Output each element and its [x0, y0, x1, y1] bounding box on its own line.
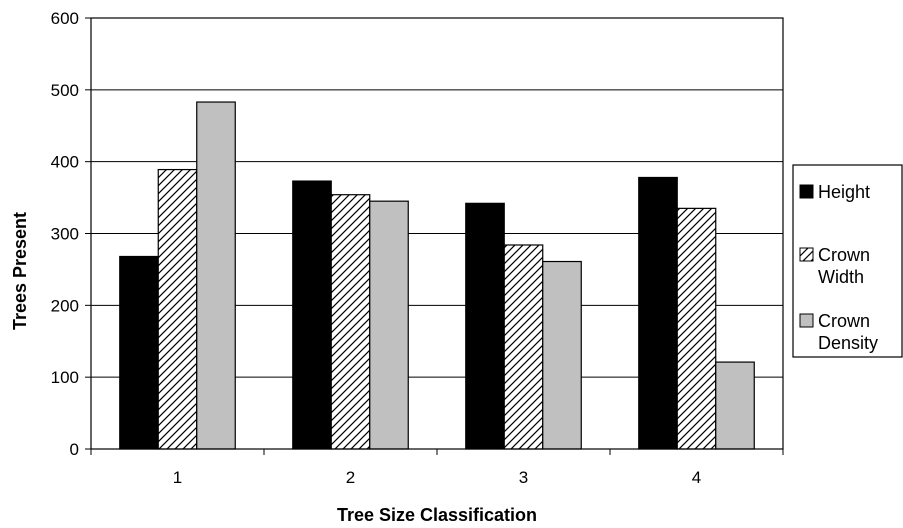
bar-height-1 — [119, 255, 159, 450]
legend-label: Density — [818, 333, 878, 353]
bar-crown-density-1 — [196, 101, 236, 450]
y-tick-label: 400 — [51, 153, 79, 172]
bar-crown-width-4 — [676, 207, 717, 450]
legend-swatch — [799, 184, 814, 199]
x-tick-label: 3 — [519, 468, 528, 487]
x-tick-label: 2 — [346, 468, 355, 487]
y-tick-label: 600 — [51, 9, 79, 28]
y-tick-label: 0 — [70, 440, 79, 459]
y-tick-labels: 0 100 200 300 400 500 600 — [51, 9, 79, 459]
legend-label: Height — [818, 182, 870, 202]
bar-crown-density-3 — [542, 260, 582, 450]
x-axis-title: Tree Size Classification — [337, 505, 537, 525]
y-tick-label: 500 — [51, 81, 79, 100]
bar-crown-density-4 — [715, 361, 755, 450]
x-tick-labels: 1 2 3 4 — [173, 468, 701, 487]
axes — [85, 17, 784, 455]
plot-frame — [90, 17, 784, 450]
y-tick-label: 300 — [51, 225, 79, 244]
bar-crown-density-2 — [369, 200, 409, 450]
x-tick-label: 4 — [692, 468, 701, 487]
legend-swatch — [799, 247, 814, 262]
legend-label: Crown — [818, 311, 870, 331]
bar-crown-width-3 — [503, 244, 544, 450]
legend-label: Width — [818, 267, 864, 287]
bar-height-3 — [465, 202, 505, 450]
bar-crown-width-2 — [330, 194, 371, 450]
x-tick-label: 1 — [173, 468, 182, 487]
y-tick-label: 100 — [51, 368, 79, 387]
y-tick-label: 200 — [51, 296, 79, 315]
bar-crown-width-1 — [157, 168, 198, 450]
bar-height-2 — [292, 180, 332, 450]
bars — [119, 101, 755, 450]
bar-height-4 — [638, 176, 678, 450]
y-axis-title: Trees Present — [10, 212, 30, 330]
legend-swatch — [799, 313, 814, 328]
legend-label: Crown — [818, 245, 870, 265]
